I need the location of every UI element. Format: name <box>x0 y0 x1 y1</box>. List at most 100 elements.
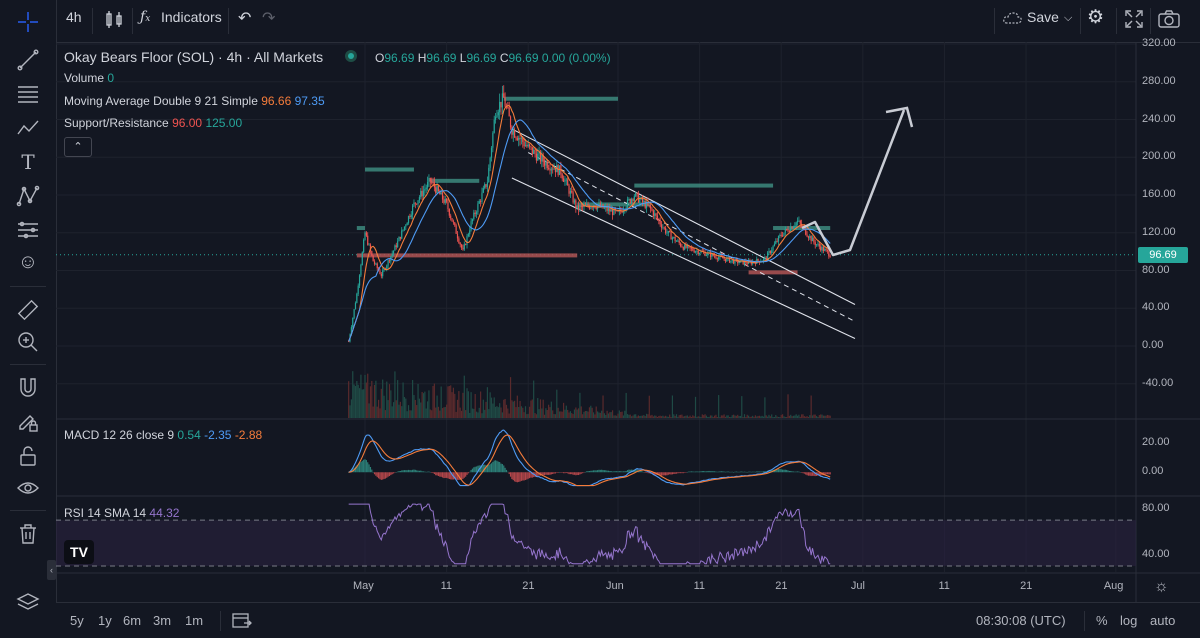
gear-icon[interactable]: ⚙ <box>1087 7 1105 28</box>
pencil-lock-icon[interactable] <box>14 408 42 436</box>
price-tick-label: 0.00 <box>1142 339 1164 351</box>
range-6m[interactable]: 6m <box>123 613 142 628</box>
macd-histogram-bar <box>704 471 706 473</box>
macd-histogram-bar <box>390 472 392 476</box>
trend-line-icon[interactable] <box>14 46 42 74</box>
macd-histogram-bar <box>565 472 567 474</box>
zoom-in-icon[interactable] <box>14 328 42 356</box>
cloud-icon[interactable] <box>1002 10 1024 29</box>
price-tick-label: 80.00 <box>1142 263 1170 276</box>
volume-bar <box>450 385 452 418</box>
volume-bar <box>356 381 358 418</box>
tradingview-logo[interactable]: TV <box>64 540 94 564</box>
candle-body <box>485 184 487 187</box>
collapse-toolbar-icon[interactable]: ‹ <box>47 560 56 580</box>
sr-level <box>748 270 798 275</box>
volume-bar <box>560 411 562 418</box>
candle-body <box>731 260 733 261</box>
volume-bar <box>422 393 425 418</box>
goto-date-icon[interactable] <box>232 611 252 632</box>
macd-histogram-bar <box>417 470 419 473</box>
log-toggle[interactable]: log <box>1120 613 1138 628</box>
rsi-legend[interactable]: RSI 14 SMA 14 44.32 <box>64 506 180 520</box>
candle-body <box>401 230 403 239</box>
brush-icon[interactable] <box>14 114 42 142</box>
candle-body <box>674 236 676 242</box>
horizontal-lines-icon[interactable] <box>14 80 42 108</box>
auto-toggle[interactable]: auto <box>1150 613 1176 628</box>
candle-body <box>752 261 754 265</box>
sr-legend[interactable]: Support/Resistance 96.00 125.00 <box>64 116 243 130</box>
candle-body <box>348 341 350 343</box>
collapse-legend-button[interactable]: ⌃ <box>64 137 92 157</box>
percent-toggle[interactable]: % <box>1096 613 1108 628</box>
candle-body <box>522 137 524 142</box>
toolbar-divider <box>220 611 221 631</box>
emoji-icon[interactable]: ☺ <box>17 251 39 273</box>
macd-histogram-bar <box>598 469 600 473</box>
pattern-icon[interactable] <box>14 182 42 210</box>
gear-icon[interactable]: ☼ <box>1154 578 1169 595</box>
crosshair-icon[interactable] <box>14 8 42 36</box>
volume-legend[interactable]: Volume 0 <box>64 71 115 85</box>
magnet-icon[interactable] <box>14 374 42 402</box>
save-button[interactable]: Save <box>1027 9 1059 25</box>
undo-icon[interactable]: ↶ <box>238 10 252 27</box>
lock-icon[interactable] <box>14 442 42 470</box>
chevron-down-icon[interactable]: ⌵ <box>1064 12 1073 24</box>
macd-histogram-bar <box>776 469 778 473</box>
volume-bar <box>761 415 763 418</box>
symbol-name[interactable]: Okay Bears Floor (SOL) <box>64 49 215 65</box>
volume-bar <box>399 401 401 418</box>
candle-body <box>678 240 680 244</box>
interval-button[interactable]: 4h <box>66 9 82 25</box>
layers-icon[interactable] <box>14 588 42 616</box>
camera-icon[interactable] <box>1158 10 1180 31</box>
forecast-icon[interactable] <box>14 216 42 244</box>
macd-histogram-bar <box>700 471 702 473</box>
volume-bar <box>460 410 463 418</box>
utc-clock[interactable]: 08:30:08 (UTC) <box>976 613 1066 628</box>
volume-bar <box>368 403 370 418</box>
macd-histogram-bar <box>603 470 605 473</box>
volume-bar <box>726 415 728 418</box>
macd-histogram-bar <box>747 471 750 473</box>
macd-histogram-bar <box>647 472 649 474</box>
candle-body <box>533 149 535 154</box>
trash-icon[interactable] <box>14 520 42 548</box>
macd-histogram-bar <box>348 472 350 473</box>
volume-bar <box>715 414 717 418</box>
volume-bar <box>690 417 693 418</box>
volume-bar <box>454 393 456 418</box>
volume-bar <box>614 415 616 418</box>
symbol-legend: Okay Bears Floor (SOL) · 4h · All Market… <box>64 49 324 65</box>
ruler-icon[interactable] <box>14 296 42 324</box>
macd-histogram-bar <box>550 472 552 475</box>
range-1m[interactable]: 1m <box>185 613 204 628</box>
macd-histogram-bar <box>380 472 382 480</box>
indicators-button[interactable]: Indicators <box>161 9 222 25</box>
macd-legend[interactable]: MACD 12 26 close 9 0.54 -2.35 -2.88 <box>64 428 263 442</box>
text-tool-icon[interactable]: T <box>21 150 35 174</box>
candle-body <box>440 192 442 195</box>
range-5y[interactable]: 5y <box>70 613 84 628</box>
eye-icon[interactable] <box>14 474 42 502</box>
candle-body <box>481 192 483 202</box>
macd-histogram-bar <box>437 472 440 477</box>
candle-body <box>470 221 472 231</box>
ma-legend[interactable]: Moving Average Double 9 21 Simple 96.66 … <box>64 94 325 108</box>
fullscreen-icon[interactable] <box>1125 10 1143 31</box>
redo-icon[interactable]: ↷ <box>262 10 276 27</box>
volume-bar <box>595 406 597 418</box>
rsi-tick-label: 80.00 <box>1142 501 1170 514</box>
volume-bar <box>739 415 742 418</box>
macd-tick-label: 0.00 <box>1142 465 1164 478</box>
macd-histogram-bar <box>798 471 800 473</box>
candle-style-icon[interactable] <box>102 8 126 35</box>
range-1y[interactable]: 1y <box>98 613 112 628</box>
fx-icon[interactable]: ƒx <box>140 9 151 25</box>
volume-bar <box>403 397 406 418</box>
candle-body <box>737 259 739 263</box>
range-3m[interactable]: 3m <box>153 613 172 628</box>
